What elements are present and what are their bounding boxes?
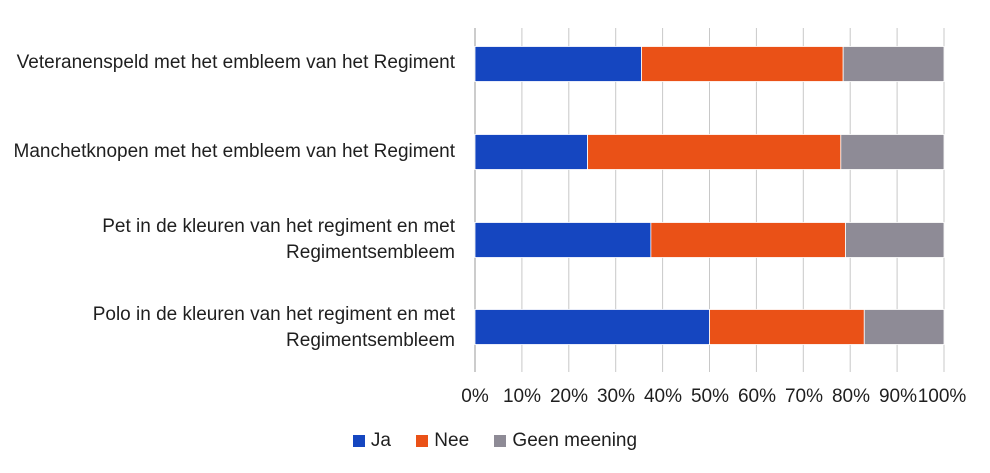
legend-item-nee: Nee: [416, 430, 469, 452]
legend-swatch-geen-meening: [494, 435, 507, 447]
bar-segment-geen-meening: [845, 222, 945, 258]
bar-segment-geen-meening: [840, 134, 945, 170]
x-tick-label: 0%: [461, 386, 489, 407]
bar-segment-ja: [474, 309, 710, 345]
x-tick-label: 90%: [878, 386, 918, 407]
x-tick-label: 70%: [784, 386, 824, 407]
legend-label: Geen meening: [512, 430, 638, 451]
category-label: Manchetknopen met het embleem van het Re…: [13, 141, 455, 162]
bar-segment-ja: [474, 222, 652, 258]
category-label: Pet in de kleuren van het regiment en me…: [102, 216, 455, 263]
legend-swatch-ja: [352, 435, 365, 447]
bar-segment-nee: [709, 309, 865, 345]
bar-segment-ja: [474, 134, 588, 170]
x-tick-label: 30%: [596, 386, 636, 407]
legend-label: Ja: [370, 430, 391, 451]
legend-item-ja: Ja: [352, 430, 391, 452]
legend: Ja Nee Geen meening: [0, 430, 990, 453]
x-tick-label: 60%: [737, 386, 777, 407]
bar-segment-geen-meening: [863, 309, 945, 345]
bar-segment-geen-meening: [842, 46, 945, 82]
x-tick-label: 100%: [917, 386, 967, 407]
x-tick-label: 50%: [690, 386, 730, 407]
legend-item-geen-meening: Geen meening: [494, 430, 637, 452]
x-tick-label: 10%: [502, 386, 542, 407]
bar-segment-ja: [474, 46, 642, 82]
category-label: Veteranenspeld met het embleem van het R…: [16, 52, 455, 73]
x-tick-label: 80%: [831, 386, 871, 407]
bar-segment-nee: [587, 134, 842, 170]
bar-segment-nee: [641, 46, 844, 82]
x-tick-label: 20%: [549, 386, 589, 407]
legend-swatch-nee: [416, 435, 429, 447]
x-tick-label: 40%: [643, 386, 683, 407]
legend-label: Nee: [434, 430, 470, 451]
category-label: Polo in de kleuren van het regiment en m…: [92, 304, 455, 351]
bar-segment-nee: [650, 222, 846, 258]
